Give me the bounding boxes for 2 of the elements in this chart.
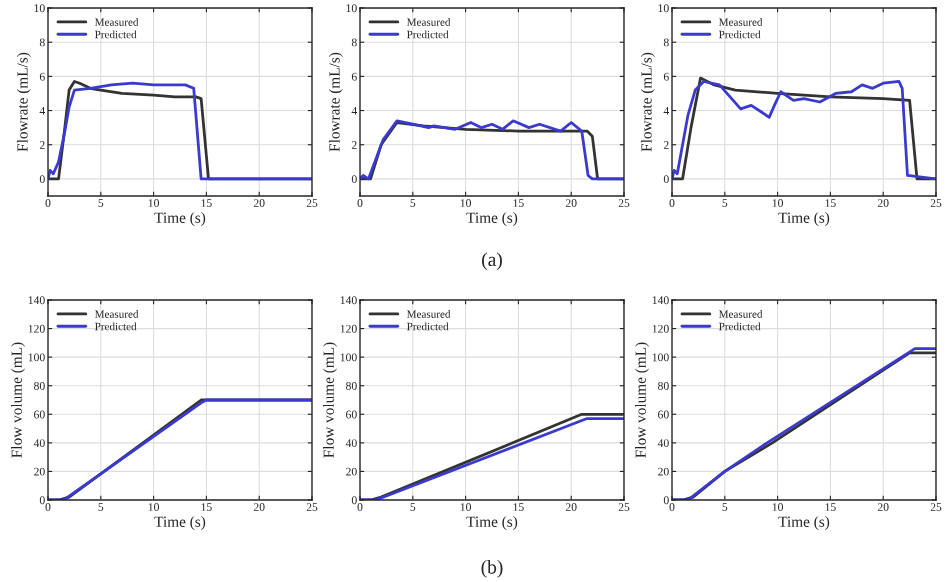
text: (b)	[481, 560, 503, 578]
text: (a)	[482, 252, 502, 271]
